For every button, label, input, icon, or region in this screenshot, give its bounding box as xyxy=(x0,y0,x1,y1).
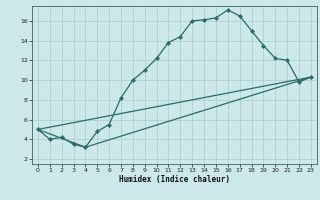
X-axis label: Humidex (Indice chaleur): Humidex (Indice chaleur) xyxy=(119,175,230,184)
